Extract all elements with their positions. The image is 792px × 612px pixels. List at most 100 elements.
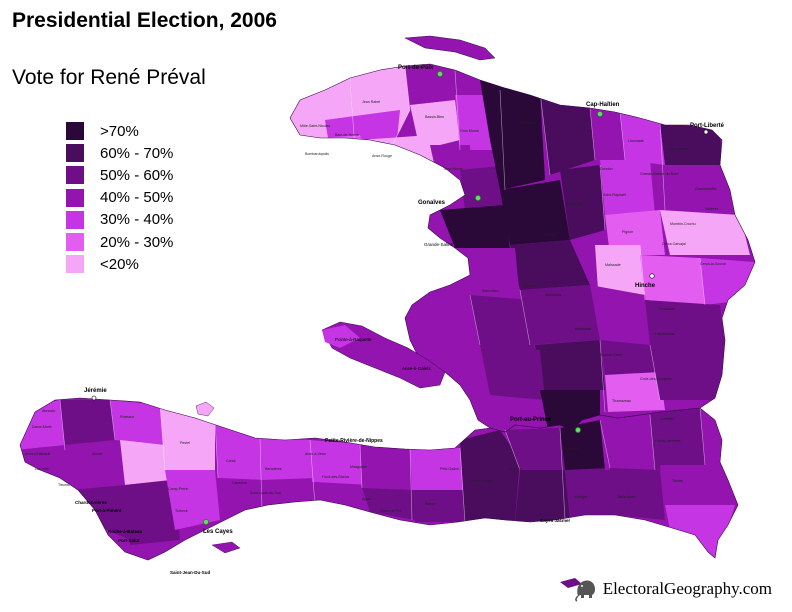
commune-label: Mirebalais <box>545 293 562 297</box>
commune-camp-perrin <box>165 470 220 530</box>
commune-mirebalais <box>535 340 605 390</box>
commune-grand-goave <box>412 490 465 522</box>
commune-label: Gros Morne <box>460 129 479 133</box>
commune-label: Baradères <box>265 467 282 471</box>
credit: ElectoralGeography.com <box>573 576 772 602</box>
commune-label: Les Irois <box>35 467 49 471</box>
label-port-liberte: Port-Liberté <box>690 123 725 129</box>
commune-label: Mirebalais <box>575 327 592 331</box>
label-port-au-prince: Port-au-Prince <box>510 417 552 423</box>
commune-label: Thomonde <box>658 307 675 311</box>
legend-swatch <box>66 166 84 185</box>
commune-label: Camp-Perrin <box>168 487 188 491</box>
commune-label: Roseaux <box>120 415 134 419</box>
commune-les-cayes <box>218 478 265 515</box>
label-les-cayes: Les Cayes <box>203 529 233 535</box>
marker-jeremie <box>91 395 97 401</box>
legend-label: 60% - 70% <box>100 144 174 162</box>
legend-swatch <box>66 210 84 229</box>
commune-ennery <box>500 180 570 245</box>
legend-item: 30% - 40% <box>66 209 173 231</box>
commune-label: Saint-Raphaël <box>603 193 626 197</box>
commune-label: Mombin-Crochu <box>670 222 696 226</box>
commune-anse-a-veau <box>310 440 362 485</box>
commune-label: Saint-Marc <box>482 289 500 293</box>
commune-label: Miragoâne <box>350 465 367 469</box>
city-markers <box>203 71 603 525</box>
commune-arcahaie <box>480 345 545 400</box>
legend-label: >70% <box>100 122 139 140</box>
commune-petit-goave <box>410 448 465 490</box>
commune-label: Vallières <box>705 207 719 211</box>
label-chardonnieres: Chardonnières <box>75 500 107 505</box>
legend-label: 40% - 50% <box>100 189 174 207</box>
commune-label: Grand-Goâve <box>470 479 492 483</box>
credit-text: ElectoralGeography.com <box>602 579 772 598</box>
commune-verrettes <box>520 285 600 345</box>
commune-label: Anse-Rouge <box>372 154 392 158</box>
label-saint-jean-du-sud: Saint-Jean-Du-Sud <box>170 570 211 575</box>
elephant-icon <box>574 580 595 602</box>
commune-saint-michel <box>510 240 590 290</box>
commune-label: Thomazeau <box>612 399 631 403</box>
commune-labels: Jean Rabel Môle-Saint-Nicolas Bassin-Ble… <box>25 100 726 513</box>
commune-label: Pestel <box>180 441 190 445</box>
label-petite-riviere: Petite-Rivière-de-Nippes <box>325 438 383 444</box>
legend-swatch <box>66 122 84 141</box>
commune-label: Bainet <box>425 502 435 506</box>
legend-swatch <box>66 233 84 252</box>
commune-petit-trou <box>260 438 312 480</box>
legend-label: 30% - 40% <box>100 211 174 229</box>
commune-label: Grande-Rivière-du-Nord <box>640 172 679 176</box>
marker-port-au-prince <box>575 427 581 433</box>
commune-label: Môle-Saint-Nicolas <box>300 124 330 128</box>
legend-item: 40% - 50% <box>66 187 173 209</box>
commune-label: Saint-Louis-du-Sud <box>250 491 281 495</box>
town-markers <box>91 129 709 401</box>
commune-port-au-prince <box>560 420 605 470</box>
commune-label: Marmelade <box>565 202 583 206</box>
commune-boundaries <box>59 65 706 523</box>
legend-swatch <box>66 188 84 207</box>
commune-label: Bombardopolis <box>305 152 329 156</box>
commune-lascahobas <box>645 300 725 345</box>
commune-label: Abricots <box>42 409 55 413</box>
label-jeremie: Jérémie <box>84 388 107 394</box>
commune-label: Belle-Anse <box>618 495 635 499</box>
commune-limonade <box>620 112 665 165</box>
commune-pestel <box>160 405 215 470</box>
commune-label: Ganthier <box>660 417 675 421</box>
commune-moron <box>65 440 120 490</box>
commune-boucan-carre <box>600 340 655 375</box>
commune-hinche <box>640 255 705 305</box>
commune-cap-haitien <box>590 108 625 160</box>
commune-label: Trou-du-Nord <box>668 147 689 151</box>
south-outline <box>19 397 739 561</box>
commune-port-a-piment <box>125 480 180 545</box>
commune-label: Moron <box>92 452 102 456</box>
commune-gressier <box>505 428 565 470</box>
commune-jacmel <box>515 470 570 522</box>
commune-grande-saline <box>440 205 510 250</box>
legend: >70% 60% - 70% 50% - 60% 40% - 50% 30% -… <box>66 120 173 275</box>
commune-ouanaminthe <box>665 165 735 215</box>
commune-label: Limonade <box>628 139 644 143</box>
commune-label: Baie-de-Henne <box>335 133 359 137</box>
legend-label: 50% - 60% <box>100 166 174 184</box>
commune-label: Boucan-Carré <box>600 353 622 357</box>
commune-thomazeau <box>605 372 665 412</box>
commune-label: Lascahobas <box>655 332 675 336</box>
commune-mombin-crochu <box>660 210 750 255</box>
commune-label: Thiotte <box>672 479 683 483</box>
label-pointe-a-raquette: Pointe-à-Raquette <box>335 337 372 342</box>
commune-beaumont <box>120 440 170 485</box>
label-cap-haitien: Cap-Haïtien <box>586 102 620 108</box>
commune-label: Verrettes <box>522 284 537 288</box>
label-roche-a-bateau: Roche-à-Bateau <box>108 529 143 534</box>
commune-marigot <box>565 468 615 520</box>
commune-belle-anse <box>610 468 665 520</box>
island-tortuga <box>404 35 496 61</box>
commune-label: Torbeck <box>175 509 188 513</box>
commune-plaisance <box>540 95 595 175</box>
commune-label: Bassin-Bleu <box>425 115 444 119</box>
